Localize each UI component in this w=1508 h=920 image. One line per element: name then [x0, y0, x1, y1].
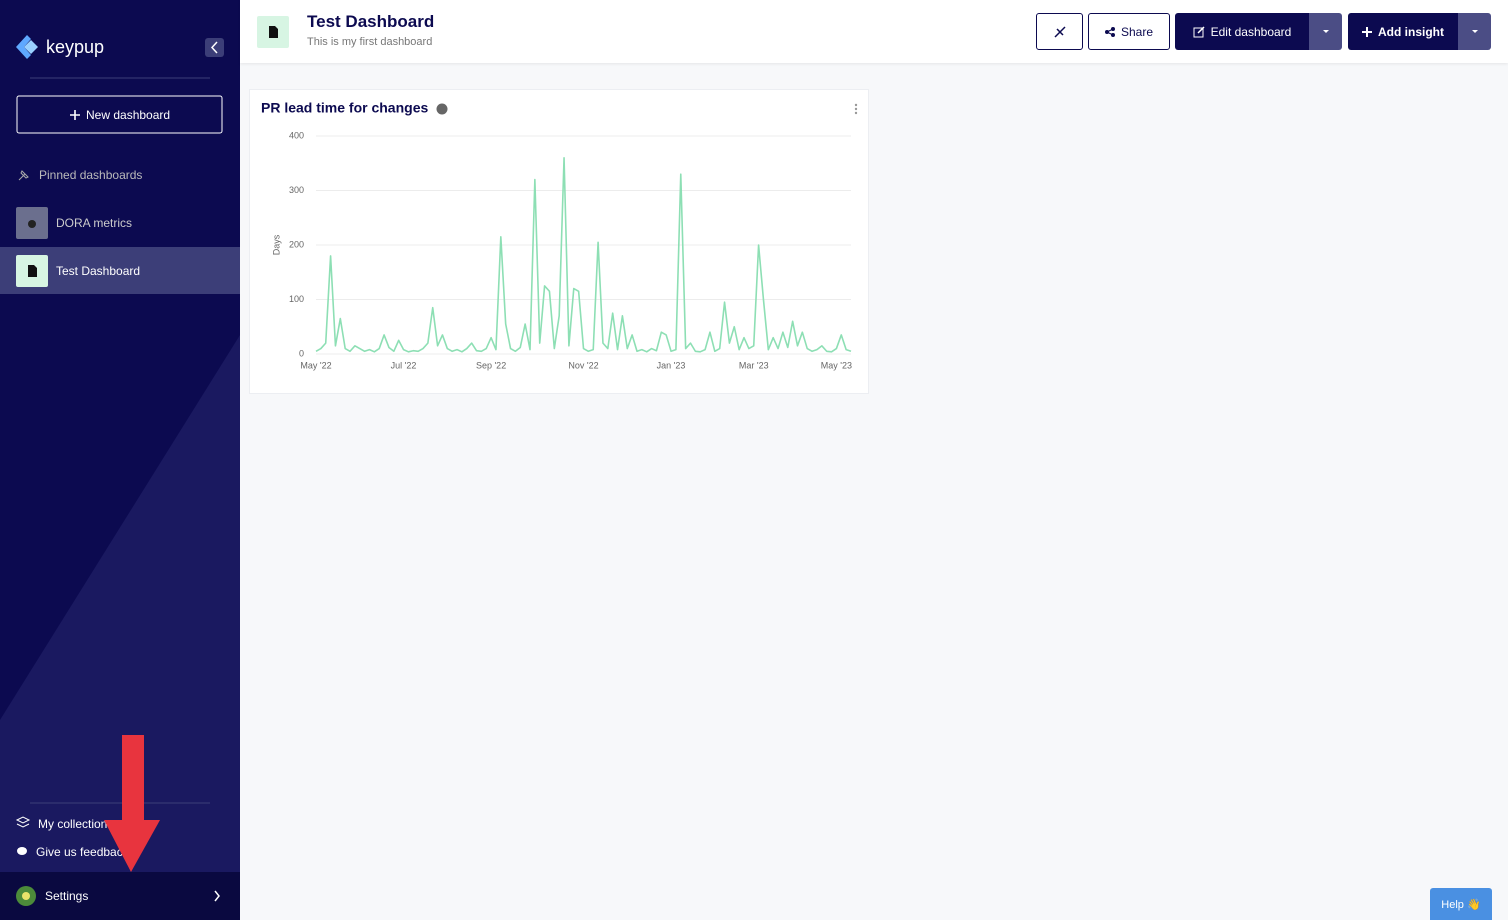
- edit-icon: [1193, 25, 1205, 37]
- x-tick-label: Mar '23: [739, 360, 769, 370]
- plus-icon: [1362, 26, 1372, 37]
- y-tick-label: 200: [289, 239, 304, 249]
- x-tick-label: Sep '22: [476, 360, 506, 370]
- dashboard-link[interactable]: Test Dashboard: [56, 264, 141, 278]
- add-insight-label: Add insight: [1378, 24, 1444, 39]
- chart: PR lead time for changes Days 0 100 200 300…: [261, 100, 858, 370]
- share-icon: [1104, 26, 1115, 37]
- help-icon[interactable]: [436, 103, 448, 115]
- caret-icon: [1471, 30, 1478, 33]
- help-button[interactable]: Help 👋: [1430, 888, 1492, 920]
- insight-card: PR lead time for changes Days 0 100 200 300…: [249, 89, 869, 394]
- sidebar-decoration: [0, 35, 240, 920]
- y-tick-label: 100: [289, 294, 304, 304]
- y-tick-label: 400: [289, 130, 304, 140]
- x-tick-label: May '23: [821, 360, 852, 370]
- chart-title: PR lead time for changes: [261, 100, 428, 116]
- edit-menu-button[interactable]: [1309, 13, 1342, 50]
- data-line: [315, 157, 852, 353]
- x-tick-label: Nov '22: [568, 360, 598, 370]
- new-dashboard-button[interactable]: New dashboard: [86, 108, 171, 122]
- y-tick-label: 0: [299, 348, 304, 358]
- logo[interactable]: keypup: [46, 37, 105, 57]
- dashboard-link[interactable]: DORA metrics: [56, 216, 133, 230]
- collections-link[interactable]: My collections: [38, 817, 114, 831]
- dashboard-icon: [257, 16, 289, 48]
- unpin-icon: [1053, 25, 1066, 38]
- x-tick-label: Jul '22: [391, 360, 417, 370]
- edit-button[interactable]: Edit dashboard: [1175, 13, 1309, 50]
- menu-dot: [854, 111, 858, 115]
- share-label: Share: [1120, 24, 1154, 39]
- x-tick-label: Jan '23: [657, 360, 686, 370]
- sidebar: keypup New dashboard Pinned dashboards D…: [0, 0, 240, 920]
- add-insight-button[interactable]: Add insight: [1348, 13, 1458, 50]
- unpin-button[interactable]: [1036, 13, 1083, 50]
- dashboard-title: Test Dashboard: [307, 12, 435, 31]
- dashboard-subtitle: This is my first dashboard: [307, 36, 433, 48]
- settings-link[interactable]: Settings: [45, 889, 89, 903]
- y-tick-label: 300: [289, 185, 304, 195]
- y-axis-label: Days: [271, 234, 281, 255]
- annotation-arrow: [104, 735, 160, 872]
- add-menu-button[interactable]: [1458, 13, 1491, 50]
- menu-dot: [854, 107, 858, 111]
- edit-label: Edit dashboard: [1210, 24, 1292, 39]
- header: Test Dashboard This is my first dashboar…: [240, 0, 1508, 63]
- caret-icon: [1322, 30, 1329, 33]
- share-button[interactable]: Share: [1088, 13, 1170, 50]
- feedback-link[interactable]: Give us feedback: [36, 845, 129, 859]
- menu-dot[interactable]: [854, 103, 858, 107]
- x-tick-label: May '22: [300, 360, 331, 370]
- pinned-heading: Pinned dashboards: [39, 168, 143, 182]
